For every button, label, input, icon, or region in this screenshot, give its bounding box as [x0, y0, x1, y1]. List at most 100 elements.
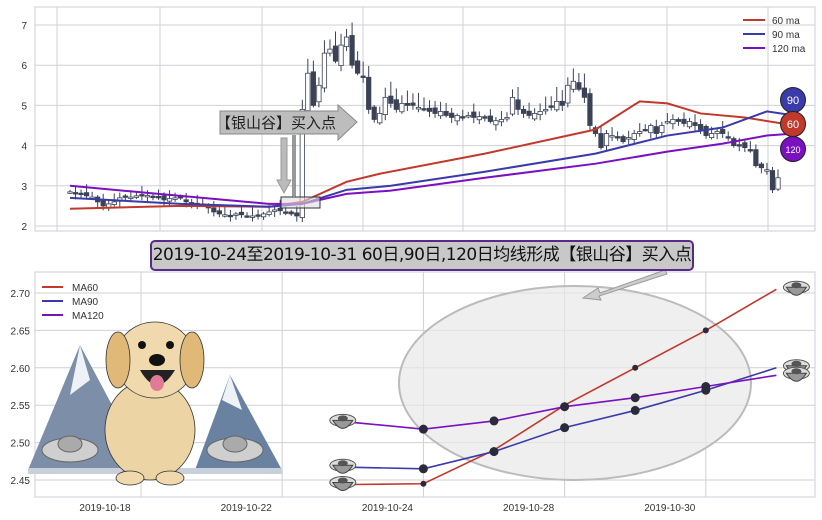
y-tick-label: 7 [21, 21, 27, 32]
candle [288, 211, 294, 215]
silver-ingot-icon [329, 413, 357, 429]
y-tick-label: 2.55 [11, 401, 31, 412]
annotation-label: 【银山谷】买入点 [216, 114, 336, 132]
candle [272, 209, 278, 212]
dog-paw [155, 470, 185, 486]
candle [382, 96, 388, 115]
ingot-top [337, 477, 348, 484]
candle [122, 195, 128, 198]
candle [642, 129, 648, 132]
candle [222, 214, 228, 217]
candle [581, 87, 588, 98]
ingot-top [337, 415, 348, 422]
candle [294, 212, 300, 217]
candle [764, 169, 770, 172]
buy-point-box [280, 196, 321, 209]
silver-ingot-icon [329, 458, 357, 474]
candle [736, 144, 742, 147]
dog-mountain-illustration [28, 321, 282, 486]
candle [338, 44, 344, 66]
x-tick-label: 2019-10-24 [362, 503, 414, 514]
candle [714, 131, 720, 134]
candle [415, 107, 422, 110]
ingot-base [785, 372, 808, 382]
candle [532, 113, 538, 120]
candle [377, 113, 383, 124]
candle [648, 125, 654, 134]
candle [653, 126, 659, 134]
candle [620, 136, 626, 142]
badge-label: 60 [787, 119, 799, 131]
dog-nose [149, 354, 165, 366]
silver-ingot-icon [782, 366, 810, 382]
candle [133, 195, 139, 198]
candle [554, 100, 560, 111]
candle [526, 110, 532, 116]
candle [388, 95, 394, 104]
candle [498, 119, 505, 123]
candle [216, 210, 222, 215]
ingot-base [331, 464, 354, 474]
candle [321, 52, 328, 89]
candle [720, 129, 726, 134]
candle [559, 100, 565, 106]
candle [775, 177, 781, 190]
candle [227, 214, 234, 218]
y-tick-label: 2.70 [11, 289, 31, 300]
y-tick-label: 6 [21, 61, 27, 72]
candle [509, 96, 516, 115]
highlight-ellipse [398, 285, 752, 481]
candle [537, 111, 543, 115]
ingot-top [222, 435, 248, 453]
candle [393, 99, 399, 110]
badge-circle-120 [780, 136, 806, 162]
ingot-base [785, 286, 808, 296]
candle [355, 60, 361, 74]
data-point [702, 327, 709, 334]
y-tick-label: 2.65 [11, 326, 31, 337]
candle [404, 102, 411, 106]
candle [753, 149, 759, 167]
candle [675, 119, 682, 122]
ingot-base [331, 419, 354, 429]
legend-label: MA90 [72, 297, 99, 308]
dog-eye [166, 341, 174, 349]
candle [609, 135, 615, 138]
annotation-arrow [219, 103, 358, 142]
x-tick-label: 2019-10-28 [503, 503, 555, 514]
candle [260, 213, 267, 218]
silver-ingot-icon [782, 280, 810, 296]
candle [421, 108, 427, 111]
data-point [630, 393, 640, 403]
candle [742, 142, 748, 149]
ingot-top [791, 368, 802, 375]
candle [155, 195, 162, 199]
legend-label: 60 ma [772, 16, 800, 27]
y-tick-label: 3 [21, 182, 27, 193]
data-point [420, 480, 427, 487]
y-tick-label: 2.50 [11, 439, 31, 450]
candle [476, 116, 482, 121]
candle [487, 115, 493, 122]
candle [83, 192, 90, 197]
candle [697, 124, 704, 130]
candle [747, 149, 753, 152]
legend-label: MA120 [72, 311, 104, 322]
pointer-arrow-icon [581, 269, 668, 301]
silver-ingot-icon [329, 475, 357, 491]
data-point [489, 447, 499, 457]
legend-label: 90 ma [772, 30, 800, 41]
candle [233, 213, 239, 216]
ingot-top [57, 435, 83, 453]
candle [493, 120, 499, 126]
candle [664, 121, 670, 124]
data-point [632, 364, 639, 371]
candle [310, 71, 316, 106]
candle [244, 215, 250, 218]
data-point [560, 423, 570, 433]
candle [78, 192, 84, 196]
candle [631, 133, 637, 140]
candle [758, 163, 765, 169]
candle [614, 136, 621, 139]
candle [709, 133, 715, 139]
